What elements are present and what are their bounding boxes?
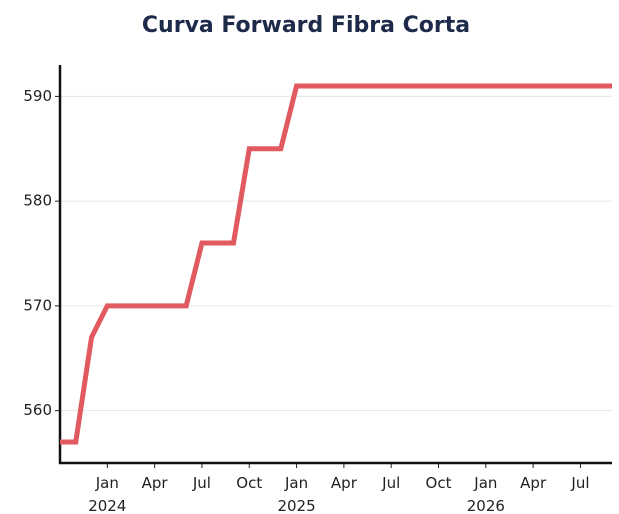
x-tick-label: Apr <box>331 474 358 492</box>
x-tick-label: Jan 2026 <box>467 474 505 514</box>
x-tick-label: Jan 2025 <box>277 474 315 514</box>
x-tick-label: Oct <box>236 474 262 492</box>
x-tick-label: Apr <box>142 474 169 492</box>
y-tick-label: 590 <box>23 87 52 105</box>
chart-title: Curva Forward Fibra Corta <box>142 13 470 38</box>
x-tick-label: Oct <box>426 474 452 492</box>
y-tick-label: 580 <box>23 192 52 210</box>
y-tick-label: 560 <box>23 401 52 419</box>
data-line <box>60 83 612 445</box>
x-tick-label: Jul <box>192 474 211 492</box>
x-tick-label: Jul <box>570 474 589 492</box>
x-tick-label: Jul <box>381 474 400 492</box>
x-tick-label: Jan 2024 <box>88 474 126 514</box>
y-tick-label: 570 <box>23 296 52 314</box>
x-tick-label: Apr <box>520 474 547 492</box>
